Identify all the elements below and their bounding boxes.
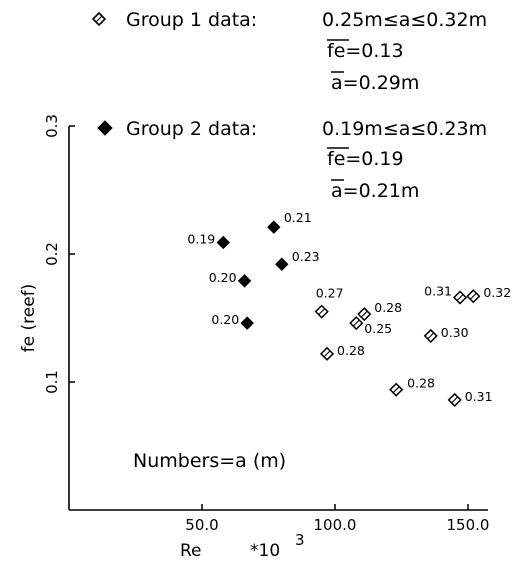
group-1-point-inner [352, 319, 360, 327]
legend-open-diamond-inner [95, 15, 103, 23]
legend-group-1: Group 1 data: 0.25m≤a≤0.32m fe=0.13 a=0.… [91, 9, 487, 94]
group-1-point-inner [469, 292, 477, 300]
point-label: 0.30 [441, 325, 469, 340]
point-label: 0.19 [187, 231, 215, 246]
point-label: 0.28 [374, 300, 402, 315]
point-label: 0.20 [209, 270, 237, 285]
legend-group-2: Group 2 data: 0.19m≤a≤0.23m fe=0.19 a=0.… [97, 118, 487, 202]
legend-group-2-mean-a: a=0.21m [331, 180, 419, 202]
point-label: 0.20 [211, 312, 239, 327]
x-tick-label: 150.0 [447, 516, 490, 534]
legend-group-1-mean-a: a=0.29m [331, 72, 419, 94]
data-points: 0.27 0.28 0.25 0.28 0.28 0.30 0.31 0.31 0.32 0.19… [187, 210, 511, 407]
x-tick-label: 50.0 [185, 516, 218, 534]
x-axis-exponent: 3 [295, 531, 305, 549]
point-label: 0.31 [465, 389, 493, 404]
group-2-point [216, 235, 230, 250]
legend-group-1-mean-fe: fe=0.13 [327, 40, 404, 62]
group-2-point [240, 316, 254, 330]
point-label: 0.27 [316, 286, 344, 301]
group-2-point [275, 257, 289, 271]
x-axis-title: Re [180, 541, 202, 561]
legend-group-1-label: Group 1 data: [126, 9, 257, 31]
point-label: 0.21 [284, 210, 312, 225]
group-1-point-inner [456, 294, 464, 301]
group-2-point [237, 274, 252, 288]
group-2-point [267, 220, 281, 234]
y-tick-label: 0.2 [43, 242, 61, 266]
group-1-point-inner [451, 396, 459, 404]
y-tick-label: 0.1 [43, 370, 61, 394]
x-axis-multiplier: *10 [250, 541, 280, 561]
point-label: 0.31 [424, 284, 452, 299]
legend-group-2-range: 0.19m≤a≤0.23m [322, 118, 487, 140]
axis-ticks: 50.0 100.0 150.0 0.1 0.2 0.3 [43, 114, 489, 534]
group-1-point-inner [318, 308, 326, 315]
x-tick-label: 100.0 [314, 516, 357, 534]
point-label: 0.23 [292, 249, 320, 264]
group-1-point-inner [360, 310, 368, 318]
legend-group-2-mean-fe: fe=0.19 [327, 148, 404, 170]
legend-filled-diamond-marker [97, 120, 113, 136]
group-1-point-inner [323, 350, 331, 358]
point-label: 0.28 [407, 376, 435, 391]
legend-group-1-range: 0.25m≤a≤0.32m [322, 9, 487, 31]
group-1-point-inner [427, 332, 435, 340]
point-label: 0.28 [337, 343, 365, 358]
group-1-point-inner [392, 386, 400, 394]
y-tick-label: 0.3 [43, 114, 61, 138]
point-label: 0.32 [483, 285, 511, 300]
y-axis-title: fe (reef) [19, 284, 39, 353]
legend-group-2-label: Group 2 data: [126, 118, 257, 140]
point-label: 0.25 [364, 321, 392, 336]
numbers-annotation: Numbers=a (m) [133, 450, 286, 472]
